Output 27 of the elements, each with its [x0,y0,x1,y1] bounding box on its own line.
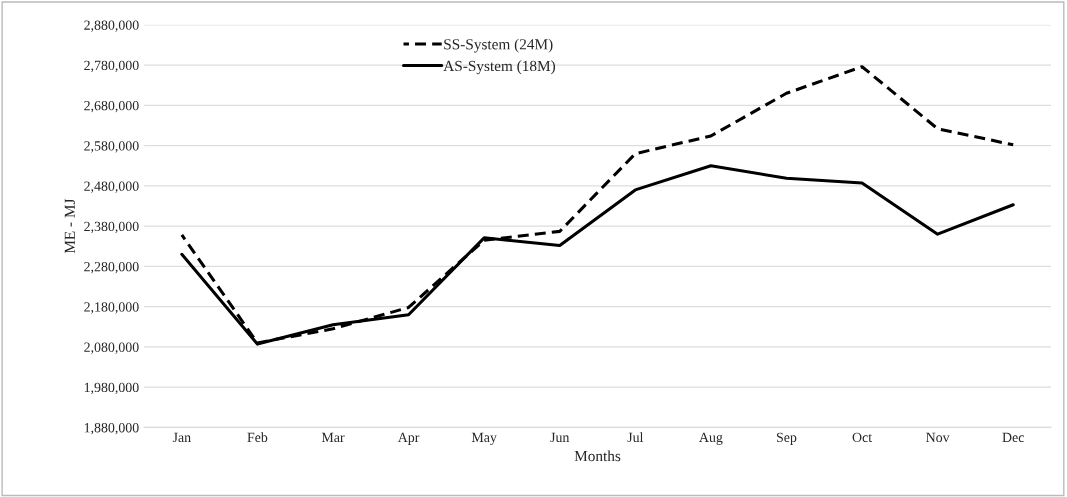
y-tick-label: 2,680,000 [84,100,139,113]
y-axis-title: ME - MJ [64,198,75,254]
y-tick-label: 2,280,000 [84,261,139,274]
x-tick-label: Jul [627,432,644,443]
x-tick-label: Apr [397,432,420,445]
x-axis-title: Months [574,450,621,462]
x-tick-label: Nov [926,432,950,443]
x-tick-label: May [471,432,497,445]
x-tick-label: Mar [321,432,345,443]
y-tick-label: 2,480,000 [84,181,139,193]
x-tick-label: Aug [699,432,723,445]
x-tick-label: Jun [550,432,570,443]
legend-label: SS-System (24M) [444,38,553,53]
y-tick-label: 2,380,000 [84,221,139,234]
y-tick-label: 2,080,000 [84,342,139,354]
x-tick-label: Sep [776,432,797,445]
x-tick-label: Oct [852,432,872,443]
x-tick-label: Jan [172,432,191,443]
legend-label: AS-System (18M) [443,60,556,75]
x-tick-label: Feb [247,432,268,443]
y-tick-label: 2,780,000 [84,60,139,73]
y-tick-label: 2,580,000 [84,141,139,153]
y-tick-label: 2,880,000 [84,20,139,32]
x-tick-label: Dec [1002,432,1024,443]
y-tick-label: 2,180,000 [84,302,139,314]
y-tick-label: 1,980,000 [84,382,139,395]
y-tick-label: 1,880,000 [84,423,139,435]
